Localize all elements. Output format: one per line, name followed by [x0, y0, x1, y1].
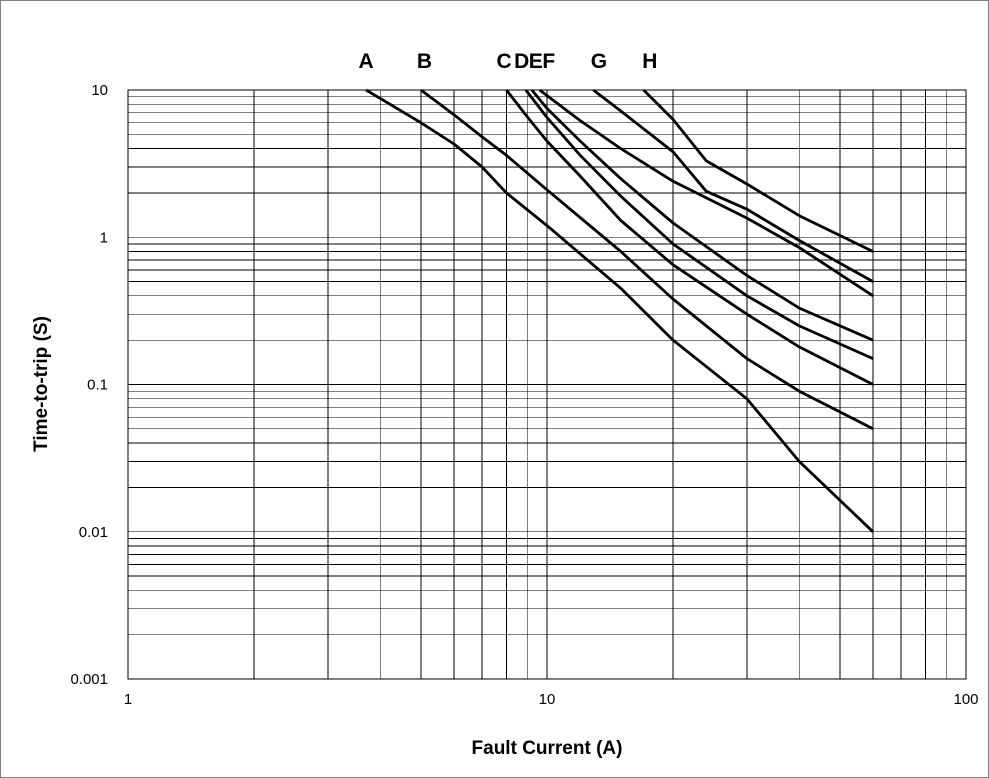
curve-label-f: F — [542, 50, 555, 73]
x-axis-title: Fault Current (A) — [472, 738, 623, 759]
trip-curve-f — [538, 88, 874, 297]
x-tick-label: 10 — [539, 691, 556, 708]
y-tick-label: 10 — [91, 82, 108, 99]
trip-curve-a — [365, 88, 874, 533]
trip-curve-c — [505, 89, 874, 386]
trip-curve-d — [524, 89, 874, 360]
x-tick-label: 100 — [953, 691, 978, 708]
x-tick-label: 1 — [124, 691, 132, 708]
curve-label-c: C — [497, 50, 512, 73]
y-axis-title: Time-to-trip (S) — [31, 316, 52, 452]
trip-curve-b — [420, 88, 874, 431]
trip-curve-h — [642, 89, 874, 253]
y-tick-label: 1 — [100, 229, 108, 246]
curve-label-e: E — [529, 50, 543, 73]
plot-area-border — [127, 89, 967, 680]
tick-labels: 1 10 100 10 1 0.1 0.01 0.001 — [70, 82, 978, 708]
curve-label-d: D — [514, 50, 529, 73]
curve-label-h: H — [642, 50, 657, 73]
curve-label-g: G — [591, 50, 607, 73]
grid — [128, 90, 966, 679]
trip-curve-g — [592, 88, 874, 283]
curve-label-b: B — [417, 50, 432, 73]
curve-label-a: A — [358, 50, 373, 73]
trip-curve-e — [530, 89, 874, 342]
y-tick-label: 0.001 — [70, 671, 108, 688]
y-tick-label: 0.01 — [79, 524, 108, 541]
trip-curves — [365, 88, 874, 533]
y-tick-label: 0.1 — [87, 377, 108, 394]
